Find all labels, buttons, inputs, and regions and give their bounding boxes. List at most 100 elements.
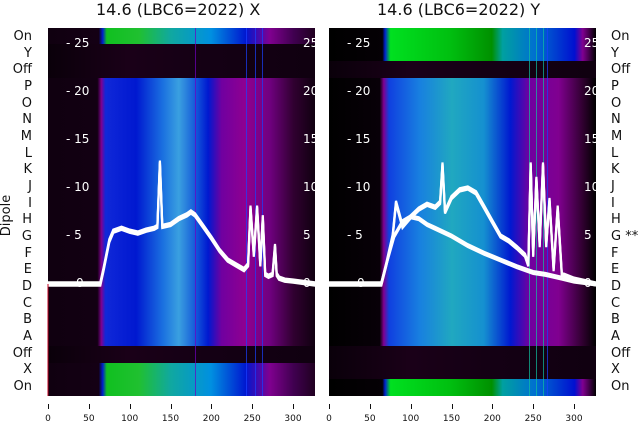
overlay-y-tick-label: 15 (303, 132, 315, 146)
x-tick-label: 250 (243, 414, 261, 424)
heatmap-row-off-bottom (48, 346, 315, 363)
heatmap-streak (262, 28, 263, 396)
row-label: J (28, 179, 32, 195)
row-label: B (611, 312, 620, 328)
row-label: Y (611, 45, 619, 61)
row-label: M (611, 129, 623, 145)
x-tick-label: 150 (442, 414, 461, 424)
row-label: G (21, 229, 32, 245)
row-label: Y (24, 45, 32, 61)
x-tick-label: 300 (565, 414, 583, 424)
row-label: Off (611, 345, 631, 361)
overlay-y-tick-label: 25 (303, 36, 315, 50)
x-tick-label: 50 (83, 414, 95, 424)
overlay-y-tick-label: 5 (303, 228, 311, 242)
x-tick-label: 100 (121, 414, 139, 424)
heatmap-streak (246, 28, 247, 396)
x-tick-label: 200 (202, 414, 220, 424)
x-tick-mark (533, 404, 535, 409)
heatmap-streak (195, 28, 196, 396)
overlay-y-tick-label: 25 (584, 36, 596, 50)
row-label: A (611, 329, 620, 345)
heatmap-row-on-bottom (48, 363, 315, 396)
overlay-y-tick-label: 5 (584, 228, 592, 242)
row-label: A (23, 329, 32, 345)
row-label: L (24, 145, 32, 161)
heatmap-streak (255, 28, 256, 396)
overlay-y-tick-label: - 10 (347, 180, 371, 194)
x-tick-mark (410, 404, 412, 409)
row-label: B (23, 312, 32, 328)
left-chart-title: 14.6 (LBC6=2022) X (96, 0, 261, 19)
x-tick-mark (252, 404, 254, 409)
heatmap-streak (543, 28, 544, 396)
heatmap-row-on-top (329, 28, 596, 61)
x-tick-mark (574, 404, 575, 409)
row-label: I (28, 195, 32, 211)
overlay-y-tick-label: 10 (584, 180, 596, 194)
row-label: K (23, 162, 32, 178)
x-tick-label: 200 (483, 414, 501, 424)
row-label: X (611, 362, 620, 378)
x-tick-mark (129, 404, 131, 409)
row-label: C (22, 295, 32, 311)
heatmap-streak (536, 28, 537, 396)
x-tick-label: 0 (326, 414, 332, 424)
row-label: H (22, 212, 32, 228)
x-tick-mark (88, 404, 90, 409)
overlay-y-tick-label: - 5 (66, 228, 82, 242)
row-label: M (20, 129, 32, 145)
series-line-trace-lower (329, 217, 597, 287)
x-tick-label: 300 (284, 414, 302, 424)
x-tick-label: 0 (45, 414, 51, 424)
x-tick-mark (492, 404, 494, 409)
overlay-y-tick-label: - 15 (66, 132, 90, 146)
x-tick-mark (451, 404, 453, 409)
x-tick-mark (329, 404, 330, 409)
row-label: O (611, 95, 622, 111)
row-label: Off (12, 62, 32, 78)
heatmap-row-off-bottom (329, 346, 596, 379)
row-label: C (611, 295, 621, 311)
overlay-y-tick-label: - 15 (347, 132, 371, 146)
row-label: H (611, 212, 621, 228)
row-label: L (611, 145, 619, 161)
x-tick-label: 50 (364, 414, 376, 424)
row-label: I (611, 195, 615, 211)
row-label: On (611, 379, 630, 395)
heatmap-row-on-top (48, 28, 315, 44)
overlay-y-tick-label: - 25 (66, 36, 90, 50)
x-tick-mark (293, 404, 294, 409)
row-label: E (23, 262, 32, 278)
x-tick-label: 150 (161, 414, 180, 424)
row-label: P (611, 79, 619, 94)
series-line-trace-upper (329, 165, 597, 287)
right-chart-title: 14.6 (LBC6=2022) Y (377, 0, 541, 19)
row-label: On (13, 379, 32, 395)
row-label: On (611, 29, 630, 44)
overlay-y-tick-label: 10 (303, 180, 315, 194)
row-label: G ** (611, 229, 639, 245)
overlay-y-tick-label: 20 (303, 84, 315, 98)
row-label: P (24, 79, 32, 94)
row-label: On (13, 29, 32, 44)
row-label: X (23, 362, 32, 378)
row-label: D (21, 279, 32, 295)
heatmap-rows-dipoles (48, 78, 315, 346)
x-tick-label: 250 (524, 414, 542, 424)
row-label: Off (12, 345, 32, 361)
row-label: N (611, 112, 621, 128)
row-label: E (611, 262, 620, 278)
overlay-y-tick-label: - 20 (347, 84, 371, 98)
heatmap-row-off-top (48, 44, 315, 78)
series-line-trace (48, 163, 316, 287)
overlay-y-tick-label: - 20 (66, 84, 90, 98)
overlay-y-tick-label: - 10 (66, 180, 90, 194)
overlay-y-tick-label: 15 (584, 132, 596, 146)
overlay-y-tick-label: - 25 (347, 36, 371, 50)
row-label: Off (611, 62, 631, 78)
row-label: K (611, 162, 620, 178)
